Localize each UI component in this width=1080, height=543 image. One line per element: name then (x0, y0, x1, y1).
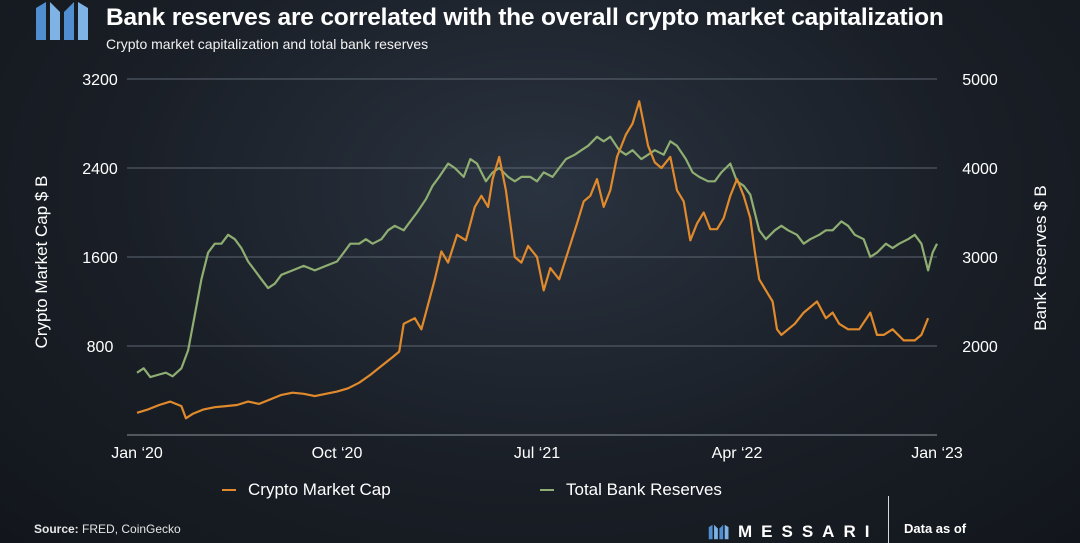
x-axis-ticks: Jan ‘20 Oct ‘20 Jul ‘21 Apr ‘22 Jan ‘23 (111, 445, 963, 462)
brand-name: MESSARI (738, 522, 879, 541)
left-tick-label: 800 (87, 339, 114, 356)
x-tick-label: Jul ‘21 (514, 445, 560, 462)
messari-small-logo-icon (708, 524, 729, 540)
x-tick-label: Jan ‘23 (911, 445, 963, 462)
source-label: Source: (34, 522, 79, 536)
right-tick-label: 2000 (962, 339, 998, 356)
footer-divider (888, 496, 889, 543)
right-tick-label: 5000 (962, 72, 998, 89)
legend-swatch-crypto (222, 489, 236, 491)
left-axis-ticks: 800 1600 2400 3200 (82, 72, 118, 356)
source-value: FRED, CoinGecko (82, 522, 181, 536)
brand-footer: MESSARI (708, 522, 878, 542)
x-tick-label: Jan ‘20 (111, 445, 163, 462)
legend-item-crypto: Crypto Market Cap (222, 480, 391, 500)
legend-label-reserves: Total Bank Reserves (566, 480, 722, 499)
data-as-of-label: Data as of (904, 521, 967, 536)
legend-swatch-reserves (540, 489, 554, 491)
x-tick-label: Apr ‘22 (712, 445, 763, 462)
right-axis-label: Bank Reserves $ B (1031, 185, 1050, 331)
chart-subtitle: Crypto market capitalization and total b… (106, 36, 429, 52)
gridlines (127, 78, 937, 436)
chart-title: Bank reserves are correlated with the ov… (106, 4, 944, 31)
left-tick-label: 3200 (82, 72, 118, 89)
source-note: Source: FRED, CoinGecko (34, 522, 181, 536)
right-tick-label: 3000 (962, 250, 998, 267)
left-tick-label: 1600 (82, 250, 118, 267)
right-tick-label: 4000 (962, 161, 998, 178)
series-layer (136, 100, 938, 420)
legend-label-crypto: Crypto Market Cap (248, 480, 391, 499)
series-line-crypto-market-cap (136, 100, 930, 420)
right-axis-ticks: 2000 3000 4000 5000 (962, 72, 998, 356)
messari-logo-icon (36, 2, 88, 40)
left-tick-label: 2400 (82, 161, 118, 178)
series-line-total-bank-reserves (136, 135, 938, 379)
x-tick-label: Oct ‘20 (312, 445, 363, 462)
left-axis-label: Crypto Market Cap $ B (32, 176, 51, 349)
legend-item-reserves: Total Bank Reserves (540, 480, 722, 500)
